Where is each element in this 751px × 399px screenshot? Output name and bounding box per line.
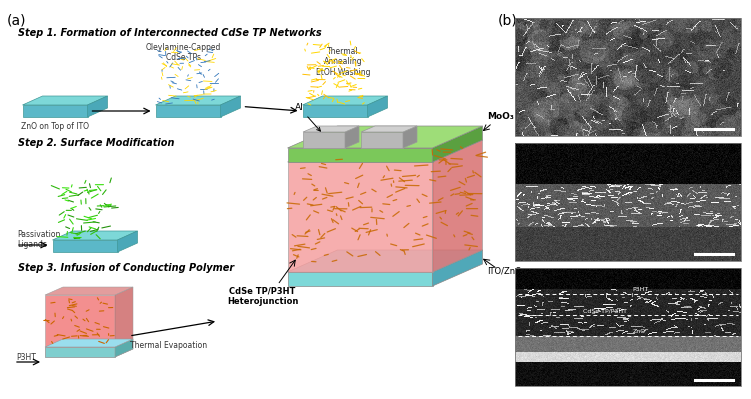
Polygon shape: [155, 105, 221, 117]
Polygon shape: [433, 140, 482, 272]
Text: (a): (a): [7, 14, 26, 28]
Polygon shape: [288, 140, 482, 162]
Text: (b): (b): [498, 14, 517, 28]
Polygon shape: [361, 126, 417, 132]
Polygon shape: [288, 126, 482, 148]
Polygon shape: [303, 105, 367, 117]
Polygon shape: [155, 96, 240, 105]
Polygon shape: [433, 250, 482, 286]
Polygon shape: [403, 126, 417, 148]
Text: MoO₃: MoO₃: [487, 112, 514, 121]
Polygon shape: [303, 96, 388, 105]
Text: CdSe TP/P3HT: CdSe TP/P3HT: [583, 308, 627, 313]
Text: Passivation
Ligands: Passivation Ligands: [17, 230, 60, 249]
Polygon shape: [303, 126, 359, 132]
Text: Step 1. Formation of Interconnected CdSe TP Networks: Step 1. Formation of Interconnected CdSe…: [18, 28, 321, 38]
Polygon shape: [115, 287, 133, 357]
Polygon shape: [115, 339, 133, 357]
Text: Thermal
Annealing
EtOH Washing: Thermal Annealing EtOH Washing: [315, 47, 370, 77]
Text: Al: Al: [295, 103, 321, 131]
Polygon shape: [303, 132, 345, 148]
Polygon shape: [45, 347, 115, 357]
Polygon shape: [88, 96, 107, 117]
Polygon shape: [53, 231, 137, 240]
Text: Step 2. Surface Modification: Step 2. Surface Modification: [18, 138, 174, 148]
Text: P3HT: P3HT: [632, 287, 649, 292]
Polygon shape: [23, 96, 107, 105]
Text: CdSe TP/P3HT
Heterojunction: CdSe TP/P3HT Heterojunction: [227, 287, 298, 306]
Bar: [515, 268, 741, 386]
Bar: [515, 18, 741, 136]
Text: Step 3. Infusion of Conducting Polymer: Step 3. Infusion of Conducting Polymer: [18, 263, 234, 273]
Polygon shape: [288, 148, 433, 162]
Polygon shape: [288, 250, 482, 272]
Text: Oleylamine-Capped
CdSe TPs: Oleylamine-Capped CdSe TPs: [145, 43, 221, 62]
Text: P3HT: P3HT: [16, 353, 36, 362]
Polygon shape: [367, 96, 388, 117]
Polygon shape: [361, 132, 403, 148]
Polygon shape: [221, 96, 240, 117]
Text: ZnO: ZnO: [632, 330, 646, 334]
Bar: [515, 143, 741, 261]
Polygon shape: [433, 126, 482, 162]
Polygon shape: [288, 162, 433, 272]
Polygon shape: [53, 240, 117, 252]
Polygon shape: [288, 272, 433, 286]
Polygon shape: [45, 287, 133, 295]
Polygon shape: [345, 126, 359, 148]
Polygon shape: [45, 295, 115, 357]
Polygon shape: [117, 231, 137, 252]
Polygon shape: [23, 105, 88, 117]
Text: ITO/ZnO: ITO/ZnO: [487, 267, 522, 276]
Text: ZnO on Top of ITO: ZnO on Top of ITO: [21, 122, 89, 131]
Text: Thermal Evapoation: Thermal Evapoation: [130, 341, 207, 350]
Polygon shape: [45, 339, 133, 347]
